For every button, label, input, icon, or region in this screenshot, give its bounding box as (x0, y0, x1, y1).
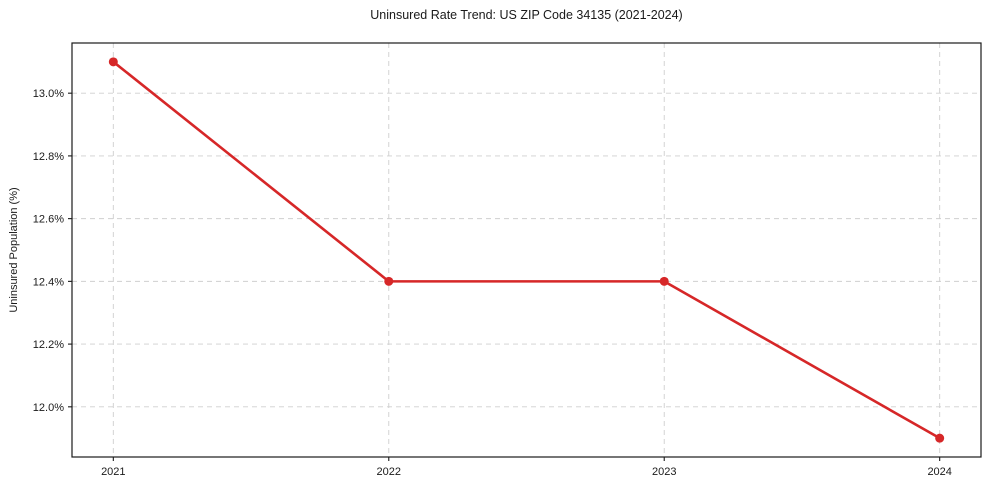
data-point-2022 (384, 276, 394, 286)
plot-border (71, 42, 982, 458)
x-tick-label: 2024 (927, 466, 951, 478)
x-tick-label: 2023 (652, 466, 676, 478)
data-point-2021 (108, 57, 118, 67)
x-tick-label: 2021 (101, 466, 125, 478)
y-tick-label: 12.0% (33, 402, 64, 414)
trend-line (112, 60, 941, 440)
data-point-2023 (659, 276, 669, 286)
chart-title: Uninsured Rate Trend: US ZIP Code 34135 … (370, 8, 683, 22)
y-tick-label: 12.6% (33, 214, 64, 226)
data-point-2024 (935, 433, 945, 443)
y-tick-label: 12.2% (33, 339, 64, 351)
x-tick-label: 2022 (377, 466, 401, 478)
y-tick-label: 12.8% (33, 151, 64, 163)
y-tick-label: 12.4% (33, 276, 64, 288)
y-tick-label: 13.0% (33, 88, 64, 100)
